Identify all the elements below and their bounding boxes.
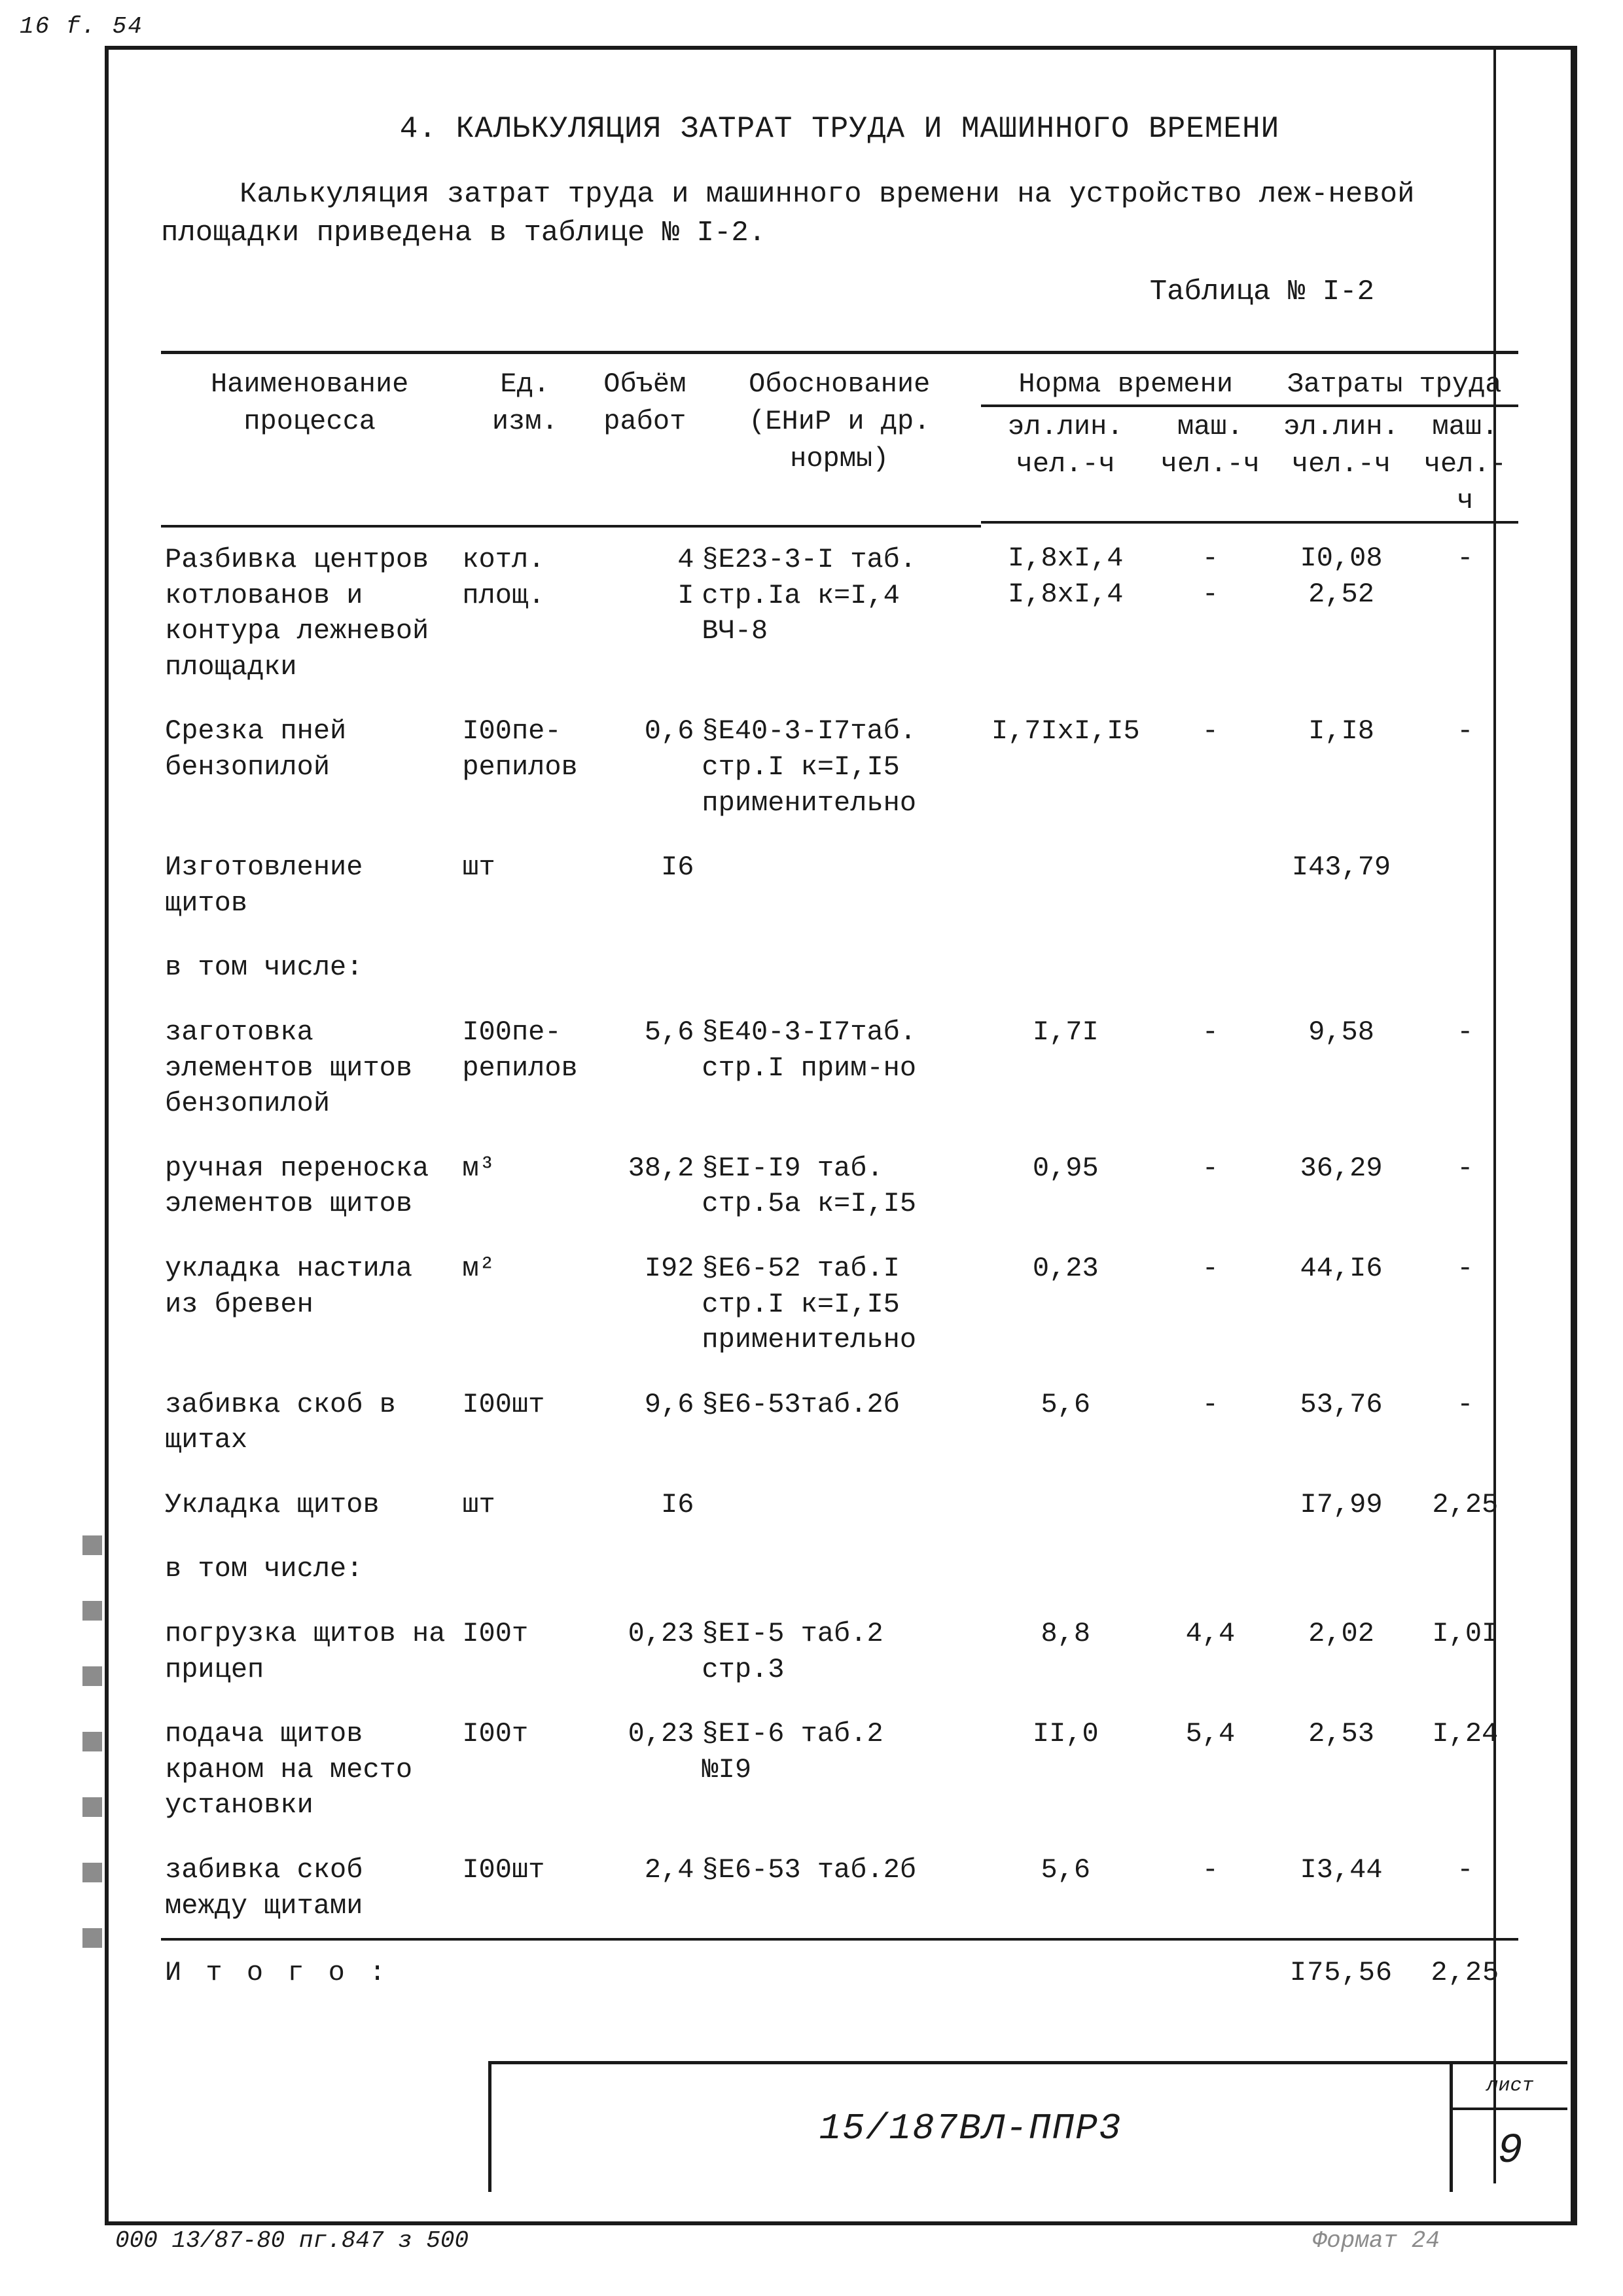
page-frame: 39206. 4. КАЛЬКУЛЯЦИЯ ЗАТРАТ ТРУДА И МАШ… xyxy=(105,46,1577,2225)
page-number-cell: лист 9 xyxy=(1450,2064,1567,2192)
title-block: 15/187ВЛ-ППР3 лист 9 xyxy=(488,2061,1567,2192)
side-stamp: 39206. xyxy=(0,1937,4,2058)
bottom-print-note: 000 13/87-80 пг.847 з 500 xyxy=(115,2227,469,2254)
inner-border xyxy=(109,50,1496,2183)
corner-annotation: 16 f. 54 xyxy=(20,13,143,40)
document-code: 15/187ВЛ-ППР3 xyxy=(491,2064,1450,2192)
page-number: 9 xyxy=(1453,2110,1567,2192)
page-list-label: лист xyxy=(1453,2064,1567,2110)
binding-marks xyxy=(82,1490,102,1948)
bottom-format-note: Формат 24 xyxy=(1313,2227,1440,2254)
